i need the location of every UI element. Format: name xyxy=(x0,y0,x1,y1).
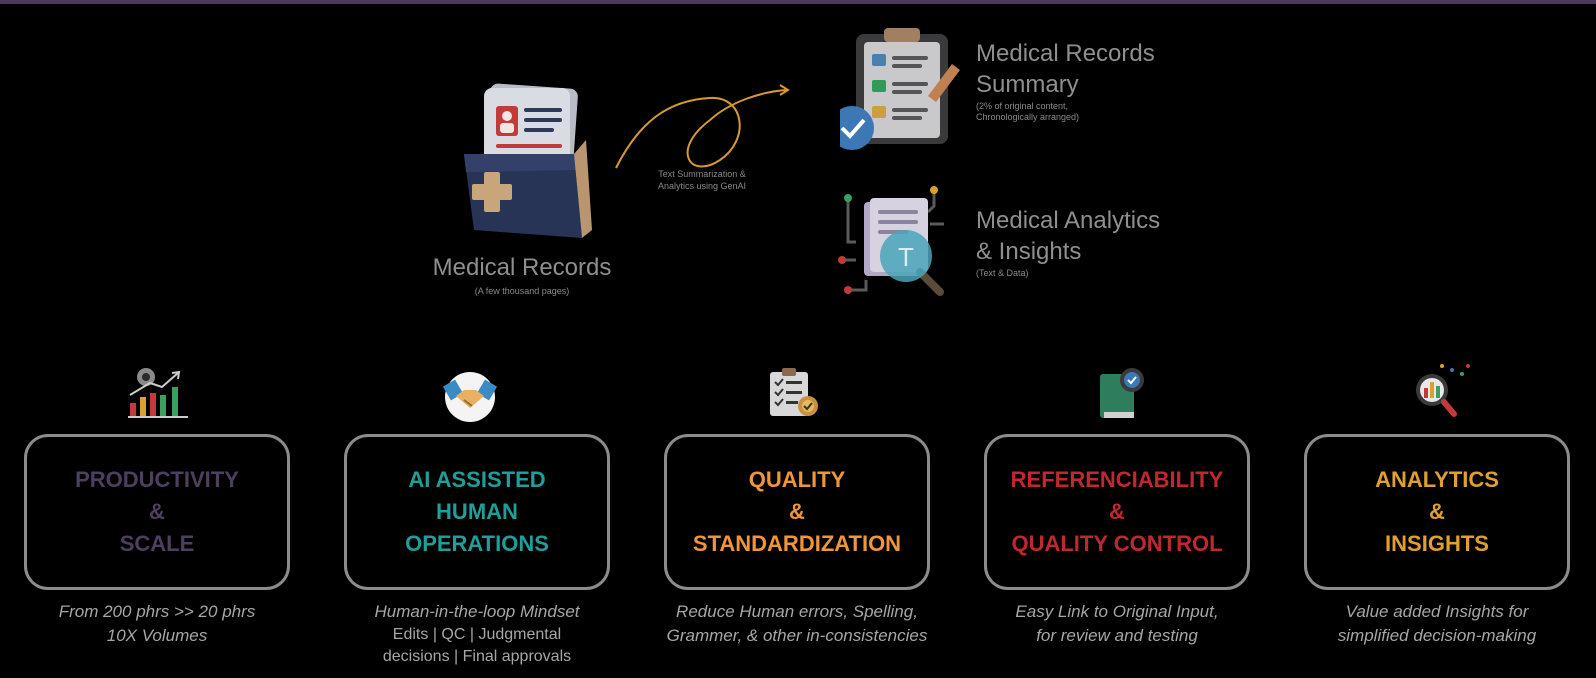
pillar-line: HUMAN xyxy=(436,499,518,524)
pillar-quality: QUALITY & STANDARDIZATION xyxy=(664,434,930,590)
pillar-line: & xyxy=(1429,499,1445,524)
pillar-referenciability: REFERENCIABILITY & QUALITY CONTROL xyxy=(984,434,1250,590)
pillar-productivity: PRODUCTIVITY & SCALE xyxy=(24,434,290,590)
pillar-line: AI ASSISTED xyxy=(408,467,546,492)
analytics-title-line2: & Insights xyxy=(976,238,1082,265)
caption-line: 10X Volumes xyxy=(106,626,208,645)
summary-sub-line1: (2% of original content, xyxy=(976,101,1069,111)
pillar-line: OPERATIONS xyxy=(405,531,549,556)
process-label-line2: Analytics using GenAI xyxy=(657,181,747,191)
summary-title-line1: Medical Records xyxy=(976,40,1155,67)
input-title: Medical Records xyxy=(432,254,612,281)
pillar-caption-referenciability: Easy Link to Original Input, for review … xyxy=(967,600,1267,648)
caption-line: Edits | QC | Judgmental xyxy=(392,626,562,643)
analytics-magnifier-icon xyxy=(1416,364,1470,417)
clipboard-summary-icon xyxy=(840,28,960,150)
pillar-caption-analytics: Value added Insights for simplified deci… xyxy=(1287,600,1587,648)
pillar-line: & xyxy=(1109,499,1125,524)
caption-line: Reduce Human errors, Spelling, xyxy=(676,602,918,621)
document-analytics-icon: T xyxy=(838,186,944,296)
pillar-line: & xyxy=(149,499,165,524)
analytics-title-line1: Medical Analytics xyxy=(976,207,1161,234)
top-accent-bar xyxy=(0,0,1596,4)
caption-line: Human-in-the-loop Mindset xyxy=(374,602,580,621)
caption-line: for review and testing xyxy=(1036,626,1198,645)
pillar-line: INSIGHTS xyxy=(1385,531,1489,556)
checklist-badge-icon xyxy=(770,368,818,416)
pillar-caption-ai-assisted: Human-in-the-loop Mindset Edits | QC | J… xyxy=(327,600,627,668)
analytics-icon-letter: T xyxy=(898,242,914,272)
pillar-line: QUALITY CONTROL xyxy=(1011,531,1223,556)
medical-folder-icon xyxy=(464,83,592,238)
pillar-caption-quality: Reduce Human errors, Spelling, Grammer, … xyxy=(647,600,947,648)
pillar-line: QUALITY xyxy=(748,467,846,492)
summary-sub-line2: Chronologically arranged) xyxy=(976,112,1080,122)
growth-chart-icon xyxy=(128,368,188,418)
input-subtitle: (A few thousand pages) xyxy=(474,286,570,296)
caption-line: decisions | Final approvals xyxy=(382,648,572,665)
pillar-line: REFERENCIABILITY xyxy=(1010,467,1224,492)
pillar-line: SCALE xyxy=(119,531,195,556)
pillar-analytics: ANALYTICS & INSIGHTS xyxy=(1304,434,1570,590)
caption-line: From 200 phrs >> 20 phrs xyxy=(58,602,256,621)
pillar-line: PRODUCTIVITY xyxy=(75,467,239,492)
analytics-sub-line1: (Text & Data) xyxy=(976,268,1029,278)
handshake-icon xyxy=(442,372,498,422)
pillar-line: ANALYTICS xyxy=(1375,467,1499,492)
summary-title-line2: Summary xyxy=(976,71,1079,98)
process-label-line1: Text Summarization & xyxy=(658,169,746,179)
pillar-caption-productivity: From 200 phrs >> 20 phrs 10X Volumes xyxy=(7,600,307,648)
pillar-line: & xyxy=(789,499,805,524)
caption-line: simplified decision-making xyxy=(1337,626,1537,645)
caption-line: Easy Link to Original Input, xyxy=(1015,602,1219,621)
pillar-ai-assisted: AI ASSISTED HUMAN OPERATIONS xyxy=(344,434,610,590)
pillar-line: STANDARDIZATION xyxy=(692,531,902,556)
caption-line: Grammer, & other in-consistencies xyxy=(666,626,928,645)
book-check-icon xyxy=(1100,368,1144,418)
caption-line: Value added Insights for xyxy=(1345,602,1529,621)
flow-arrow xyxy=(615,84,790,169)
